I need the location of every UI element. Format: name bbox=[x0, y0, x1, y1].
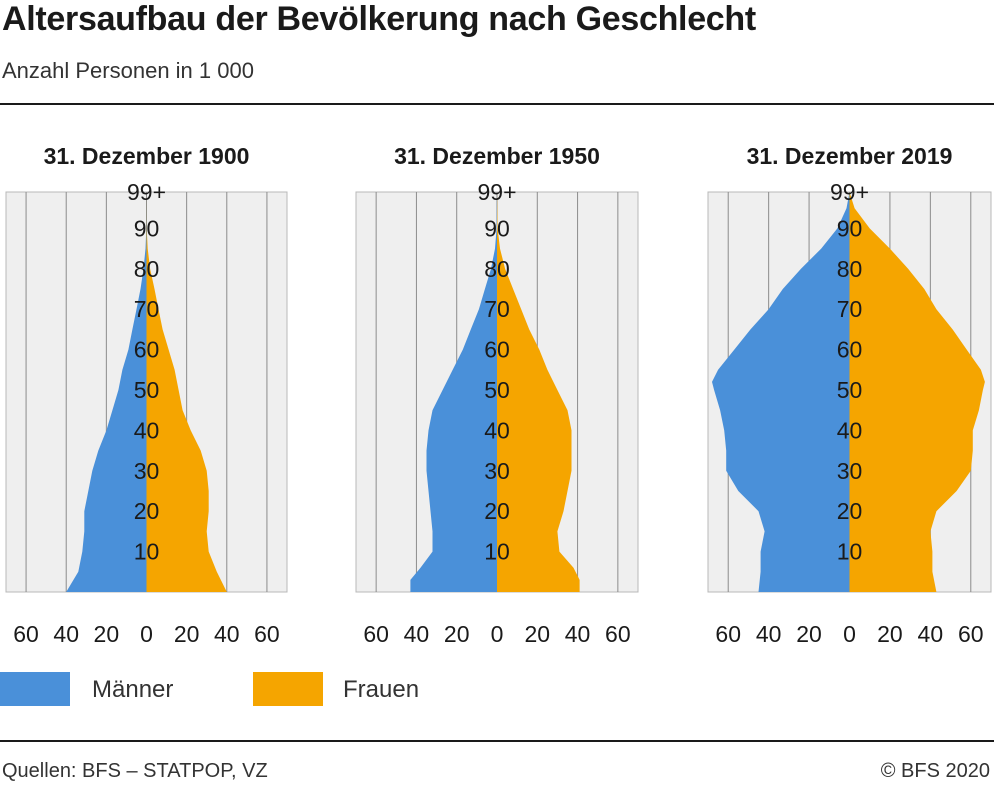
x-tick-label: 60 bbox=[958, 621, 984, 647]
x-tick-label: 60 bbox=[605, 621, 631, 647]
age-tick-label: 10 bbox=[837, 539, 863, 565]
x-tick-label: 40 bbox=[214, 621, 240, 647]
top-divider bbox=[0, 103, 994, 105]
age-tick-label: 20 bbox=[484, 498, 510, 524]
age-tick-label: 70 bbox=[484, 296, 510, 322]
x-tick-label: 0 bbox=[140, 621, 153, 647]
x-tick-label: 40 bbox=[565, 621, 591, 647]
men-series bbox=[66, 192, 147, 592]
copyright-note: © BFS 2020 bbox=[880, 760, 990, 782]
age-tick-label: 20 bbox=[837, 498, 863, 524]
women-series bbox=[849, 192, 985, 592]
age-tick-label: 40 bbox=[134, 417, 160, 443]
panel-title: 31. Dezember 2019 bbox=[747, 143, 953, 169]
legend: Männer Frauen bbox=[0, 672, 994, 712]
chart-subtitle: Anzahl Personen in 1 000 bbox=[2, 58, 254, 83]
x-tick-label: 40 bbox=[918, 621, 944, 647]
age-tick-label: 99+ bbox=[830, 179, 869, 205]
source-note: Quellen: BFS – STATPOP, VZ bbox=[2, 760, 268, 782]
chart-title: Altersaufbau der Bevölkerung nach Geschl… bbox=[2, 0, 756, 38]
legend-swatch-women bbox=[253, 672, 323, 706]
age-tick-label: 40 bbox=[484, 417, 510, 443]
age-tick-label: 40 bbox=[837, 417, 863, 443]
x-tick-label: 60 bbox=[363, 621, 389, 647]
x-tick-label: 60 bbox=[715, 621, 741, 647]
pyramid-charts: 31. Dezember 1900 10 20 30 40 50 60 70 80 90 99+ 60… bbox=[5, 143, 992, 647]
panel-title: 31. Dezember 1900 bbox=[44, 143, 250, 169]
men-series bbox=[410, 192, 497, 592]
x-tick-label: 20 bbox=[94, 621, 120, 647]
age-tick-label: 80 bbox=[837, 256, 863, 282]
age-tick-label: 99+ bbox=[127, 179, 166, 205]
age-tick-label: 20 bbox=[134, 498, 160, 524]
age-tick-label: 90 bbox=[484, 215, 510, 241]
age-tick-label: 99+ bbox=[477, 179, 516, 205]
age-tick-label: 70 bbox=[837, 296, 863, 322]
x-tick-label: 20 bbox=[524, 621, 550, 647]
x-tick-label: 20 bbox=[796, 621, 822, 647]
age-tick-label: 10 bbox=[484, 539, 510, 565]
pyramid-panel-1: 31. Dezember 1900 10 20 30 40 50 60 70 80 90 99+ 60… bbox=[5, 143, 288, 647]
legend-swatch-men bbox=[0, 672, 70, 706]
age-tick-label: 60 bbox=[837, 337, 863, 363]
age-tick-label: 50 bbox=[134, 377, 160, 403]
age-tick-label: 80 bbox=[484, 256, 510, 282]
x-tick-label: 20 bbox=[174, 621, 200, 647]
pyramid-panel-2: 31. Dezember 1950 10 20 30 40 50 60 70 80 90 99+ 60… bbox=[355, 143, 639, 647]
age-tick-label: 90 bbox=[837, 215, 863, 241]
women-series bbox=[497, 192, 580, 592]
age-tick-label: 10 bbox=[134, 539, 160, 565]
panel-title: 31. Dezember 1950 bbox=[394, 143, 600, 169]
x-tick-label: 20 bbox=[444, 621, 470, 647]
x-tick-label: 20 bbox=[877, 621, 903, 647]
legend-label-women: Frauen bbox=[343, 676, 420, 703]
age-tick-label: 30 bbox=[484, 458, 510, 484]
age-tick-label: 90 bbox=[134, 215, 160, 241]
women-series bbox=[146, 192, 227, 592]
age-tick-label: 60 bbox=[134, 337, 160, 363]
legend-label-men: Männer bbox=[92, 676, 174, 703]
age-tick-label: 80 bbox=[134, 256, 160, 282]
x-tick-label: 40 bbox=[53, 621, 79, 647]
age-tick-label: 60 bbox=[484, 337, 510, 363]
age-tick-label: 30 bbox=[837, 458, 863, 484]
men-series bbox=[712, 192, 850, 592]
x-tick-label: 40 bbox=[756, 621, 782, 647]
pyramid-panel-3: 31. Dezember 2019 10 20 30 40 50 60 70 80 90 99+ 60… bbox=[707, 143, 992, 647]
bottom-divider bbox=[0, 740, 994, 742]
x-tick-label: 0 bbox=[843, 621, 856, 647]
age-tick-label: 30 bbox=[134, 458, 160, 484]
age-tick-label: 50 bbox=[837, 377, 863, 403]
age-tick-label: 50 bbox=[484, 377, 510, 403]
x-tick-label: 60 bbox=[254, 621, 280, 647]
x-tick-label: 0 bbox=[491, 621, 504, 647]
age-tick-label: 70 bbox=[134, 296, 160, 322]
x-tick-label: 60 bbox=[13, 621, 39, 647]
x-tick-label: 40 bbox=[404, 621, 430, 647]
